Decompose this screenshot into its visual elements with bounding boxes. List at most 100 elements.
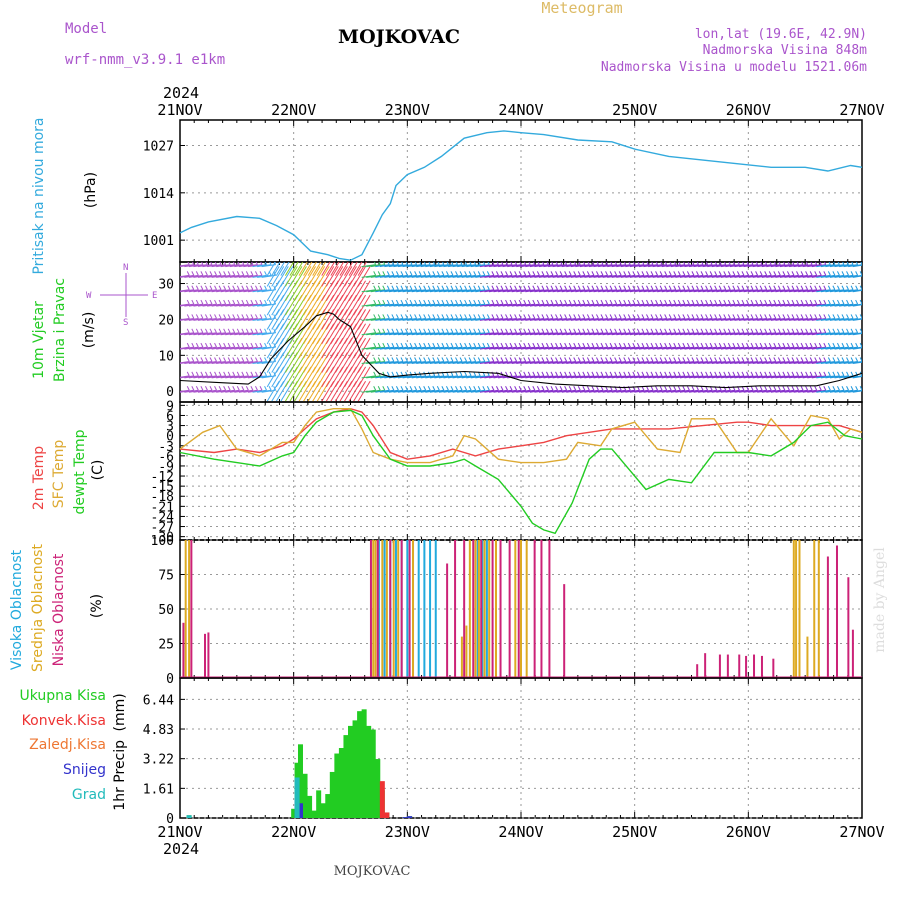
panel-precipitation: 01.613.224.836.44	[143, 677, 863, 827]
wind-barb-flag	[750, 328, 754, 334]
wind-barb-flag	[741, 314, 745, 319]
wind-barb	[652, 264, 667, 268]
wind-barb-flag	[723, 342, 727, 348]
wind-barb	[839, 264, 854, 268]
wind-barb-flag	[646, 314, 649, 319]
wind-barb	[657, 303, 672, 307]
wind-barb-flag	[250, 285, 254, 290]
wind-barb	[584, 303, 599, 307]
wind-barb-flag	[564, 271, 568, 276]
wind-barb-flag	[782, 371, 786, 377]
wind-barb-flag	[477, 285, 481, 290]
wind-barb-flag	[809, 285, 813, 290]
wind-barb	[180, 389, 190, 393]
wind-barb	[402, 375, 417, 379]
wind-barb	[666, 389, 681, 393]
wind-barb	[334, 262, 345, 276]
wind-barb-flag	[586, 271, 590, 276]
wind-barb-flag	[677, 285, 681, 290]
wind-barb	[825, 303, 840, 307]
wind-barb	[839, 274, 854, 278]
wind-barb	[180, 332, 194, 336]
wind-barb	[834, 317, 849, 321]
wind-barb-flag	[709, 357, 713, 362]
wind-barb-flag	[568, 342, 572, 348]
wind-barb	[588, 274, 604, 278]
wind-barb	[384, 361, 399, 365]
wind-barb-flag	[642, 262, 645, 265]
wind-barb-flag	[818, 314, 822, 319]
wind-barb-flag	[495, 357, 499, 362]
wind-barb-flag	[264, 314, 268, 319]
wind-barb	[388, 264, 404, 268]
wind-barb	[425, 264, 440, 268]
wind-barb	[698, 346, 713, 350]
wind-barb	[243, 346, 258, 350]
wind-barb-flag	[850, 342, 854, 348]
wind-barb-flag	[536, 299, 540, 305]
wind-barb	[470, 289, 485, 293]
wind-barb	[229, 264, 244, 268]
wind-barb-flag	[532, 328, 536, 334]
wind-barb	[543, 332, 558, 336]
wind-barb	[225, 389, 240, 393]
wind-barb	[725, 289, 740, 293]
wind-barb-flag	[473, 342, 477, 348]
wind-barb	[461, 389, 476, 393]
wind-barb	[820, 303, 835, 307]
wind-barb	[475, 303, 490, 307]
wind-barb	[579, 317, 594, 321]
wind-barb	[548, 264, 563, 268]
wind-barb-flag	[764, 299, 768, 305]
wind-barb	[216, 303, 231, 307]
wind-barb-flag	[232, 357, 236, 362]
wind-barb-flag	[223, 299, 227, 305]
wind-barb	[661, 264, 676, 268]
wind-barb	[516, 274, 531, 278]
wind-barb	[616, 303, 631, 307]
wind-barb	[211, 361, 226, 365]
wind-barb	[402, 361, 417, 365]
wind-barb	[693, 346, 708, 350]
wind-barb	[507, 332, 522, 336]
wind-barb	[616, 375, 631, 379]
wind-barb-flag	[268, 299, 272, 305]
wind-barb	[579, 361, 594, 365]
wind-barb	[257, 389, 272, 393]
wind-barb	[811, 303, 826, 307]
wind-barb	[638, 317, 654, 321]
wind-barb-flag	[768, 271, 772, 276]
wind-barb	[529, 264, 544, 268]
wind-barb-flag	[664, 371, 668, 377]
wind-barb	[416, 346, 431, 350]
wind-barb-flag	[773, 285, 777, 290]
wind-barb-flag	[577, 314, 581, 319]
wind-barb-flag	[436, 285, 440, 290]
wind-barb	[775, 317, 790, 321]
wind-barb-flag	[618, 314, 622, 319]
wind-barb-flag	[400, 314, 404, 319]
wind-barb-flag	[423, 299, 427, 305]
wind-barb-flag	[241, 271, 245, 276]
wind-barb-flag	[205, 262, 208, 265]
wind-barb-flag	[814, 328, 818, 334]
wind-barb-flag	[395, 314, 399, 319]
wind-barb	[307, 266, 321, 287]
wind-barb	[789, 361, 804, 365]
wind-barb	[479, 389, 494, 393]
wind-barb	[225, 375, 240, 379]
wind-barb	[766, 375, 781, 379]
wind-barb-flag	[818, 371, 822, 377]
wind-barb	[693, 332, 708, 336]
wind-barb-flag	[559, 271, 563, 276]
wind-barb-flag	[191, 314, 195, 319]
wind-barb-flag	[823, 328, 827, 334]
wind-barb-flag	[814, 314, 818, 319]
wind-barb	[538, 346, 554, 350]
wind-barb	[638, 303, 654, 307]
wind-barb	[238, 289, 253, 293]
wind-barb-flag	[577, 285, 581, 290]
wind-barb	[793, 346, 808, 350]
wind-barb	[511, 274, 526, 278]
pressure-label: Pritisak na nivou mora	[31, 117, 47, 274]
